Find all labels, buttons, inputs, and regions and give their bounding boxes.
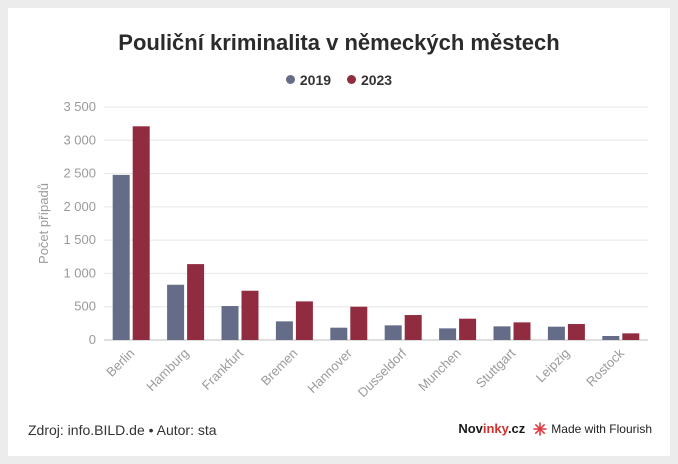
x-tick-label-dusseldorf: Dusseldorf <box>355 345 410 400</box>
bar-frankfurt-2023[interactable] <box>241 290 259 340</box>
x-tick-label-munchen: Munchen <box>415 346 463 394</box>
bar-berlin-2019[interactable] <box>112 174 130 340</box>
brand-prefix: Nov <box>458 421 483 436</box>
legend-label-2019: 2019 <box>299 71 332 88</box>
y-tick-label: 500 <box>74 299 96 314</box>
bar-munchen-2023[interactable] <box>459 318 477 340</box>
x-tick-label-bremen: Bremen <box>258 346 301 389</box>
legend-item-2019[interactable]: 2019 <box>285 71 332 88</box>
bar-dusseldorf-2019[interactable] <box>384 325 402 340</box>
bar-hannover-2023[interactable] <box>350 306 368 340</box>
novinky-logo[interactable]: Novinky.cz <box>458 421 525 436</box>
y-tick-label: 0 <box>89 332 96 347</box>
made-with-flourish-link[interactable]: Made with Flourish <box>533 422 652 436</box>
x-tick-label-hannover: Hannover <box>304 345 355 396</box>
chart-title: Pouliční kriminalita v německých městech <box>118 30 560 55</box>
legend-label-2023: 2023 <box>360 71 393 88</box>
legend-item-2023[interactable]: 2023 <box>346 71 393 88</box>
y-axis-title: Počet případů <box>36 183 51 264</box>
bar-bremen-2023[interactable] <box>295 301 313 340</box>
x-tick-label-berlin: Berlin <box>103 346 137 380</box>
chart-card: Pouliční kriminalita v německých městech… <box>8 8 670 456</box>
brand-suffix: .cz <box>507 421 526 436</box>
legend-swatch-2019 <box>285 75 295 84</box>
y-tick-label: 3 500 <box>63 99 96 114</box>
legend-swatch-2023 <box>346 75 356 84</box>
bar-leipzig-2019[interactable] <box>547 326 565 340</box>
x-tick-label-stuttgart: Stuttgart <box>473 345 519 391</box>
bar-hannover-2019[interactable] <box>330 327 348 340</box>
bar-bremen-2019[interactable] <box>275 321 293 340</box>
bar-stuttgart-2019[interactable] <box>493 326 511 340</box>
bar-stuttgart-2023[interactable] <box>513 322 531 340</box>
bar-frankfurt-2019[interactable] <box>221 306 239 340</box>
y-tick-label: 3 000 <box>63 132 96 147</box>
bar-munchen-2019[interactable] <box>439 328 457 340</box>
y-tick-label: 2 500 <box>63 166 96 181</box>
y-tick-label: 1 000 <box>63 265 96 280</box>
bar-dusseldorf-2023[interactable] <box>404 315 422 340</box>
x-tick-label-rostock: Rostock <box>583 345 627 389</box>
flourish-logo-icon <box>533 421 548 436</box>
y-tick-label: 2 000 <box>63 199 96 214</box>
bar-hamburg-2023[interactable] <box>187 264 205 340</box>
x-tick-label-frankfurt: Frankfurt <box>199 345 247 393</box>
x-tick-label-hamburg: Hamburg <box>143 346 191 394</box>
x-tick-label-leipzig: Leipzig <box>533 346 573 386</box>
footer-branding: Novinky.cz Made with Flourish <box>458 421 652 436</box>
made-with-flourish-label: Made with Flourish <box>551 421 652 436</box>
bar-leipzig-2023[interactable] <box>567 324 585 340</box>
brand-accent: inky <box>482 421 508 436</box>
bar-rostock-2019[interactable] <box>602 336 620 340</box>
source-note: Zdroj: info.BILD.de • Autor: sta <box>28 422 217 438</box>
y-tick-label: 1 500 <box>63 232 96 247</box>
bar-berlin-2023[interactable] <box>132 126 150 340</box>
bar-hamburg-2019[interactable] <box>167 284 185 340</box>
legend: 2019 2023 <box>8 71 670 88</box>
bar-chart: 0 500 1 000 1 500 2 000 2 500 3 000 3 500 Počet … <box>36 99 648 400</box>
bar-rostock-2023[interactable] <box>622 333 640 340</box>
